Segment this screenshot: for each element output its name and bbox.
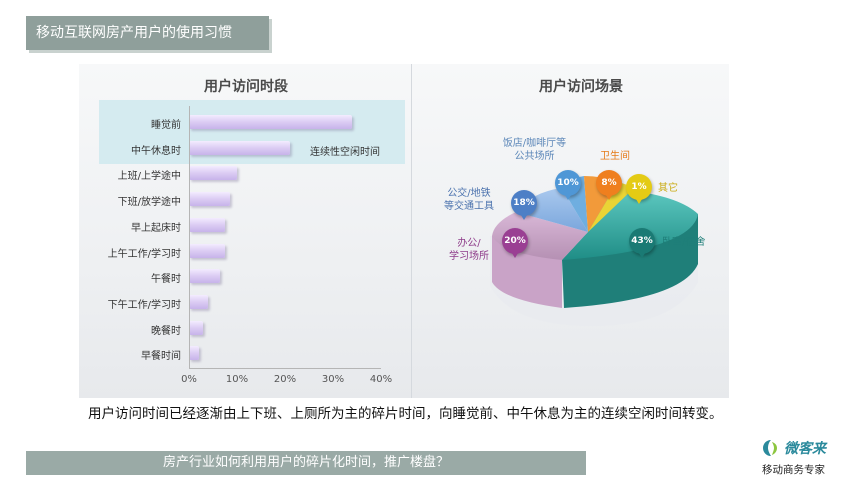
label-cafe-line2: 公共场所 <box>514 151 555 162</box>
bar <box>189 243 225 258</box>
label-bus: 公交/地铁 等交通工具 <box>433 187 505 213</box>
bar-category-label: 早餐时间 <box>141 351 181 363</box>
pin-bath: 8% <box>596 170 622 200</box>
bar-category-label: 上午工作/学习时 <box>107 248 181 260</box>
bar <box>189 217 225 232</box>
bar-category-label: 上班/上学途中 <box>117 171 181 183</box>
pie-slice-other <box>588 182 634 232</box>
description-text: 用户访问时间已经逐渐由上下班、上厕所为主的碎片时间，向睡觉前、中午休息为主的连续… <box>88 406 723 422</box>
bar-category-label: 晚餐时 <box>151 325 181 337</box>
bar <box>189 320 204 335</box>
panel-divider <box>411 64 412 398</box>
label-other: 其它 <box>658 183 678 194</box>
label-bath: 卫生间 <box>600 151 630 162</box>
x-tick-label: 0% <box>181 374 197 385</box>
logo-tagline: 移动商务专家 <box>762 464 825 476</box>
label-bus-line2: 等交通工具 <box>444 201 494 212</box>
label-office-line1: 办公/ <box>457 238 481 249</box>
highlight-annotation: 连续性空闲时间 <box>310 147 380 158</box>
y-axis-line <box>189 106 190 368</box>
label-bed: 卧室/宿舍 <box>662 237 706 248</box>
bar-category-label: 午餐时 <box>151 274 181 286</box>
x-tick-label: 30% <box>321 374 345 385</box>
page-title: 移动互联网房产用户的使用习惯 <box>26 16 269 50</box>
x-tick-label: 20% <box>273 374 297 385</box>
pie-chart <box>412 64 729 398</box>
bar <box>189 166 237 181</box>
label-bus-line1: 公交/地铁 <box>447 188 491 199</box>
logo-name: 微客来 <box>784 441 826 457</box>
pie-chart-title: 用户访问场景 <box>539 79 623 95</box>
pin-bus: 18% <box>511 190 537 220</box>
bar <box>189 269 221 284</box>
question-banner: 房产行业如何利用用户的碎片化时间，推广楼盘？ <box>26 451 586 475</box>
bar-category-label: 睡觉前 <box>151 120 181 131</box>
logo-icon <box>763 440 777 456</box>
x-tick-label: 40% <box>369 374 393 385</box>
bar <box>189 115 353 129</box>
bar <box>189 294 209 309</box>
label-cafe-line1: 饭店/咖啡厅等 <box>502 138 567 149</box>
bar-category-label: 早上起床时 <box>131 222 181 234</box>
label-cafe: 饭店/咖啡厅等 公共场所 <box>492 137 577 163</box>
label-office-line2: 学习场所 <box>449 251 489 262</box>
logo: 微客来 移动商务专家 <box>762 439 842 476</box>
x-tick-label: 10% <box>225 374 249 385</box>
bar-category-label: 下午工作/学习时 <box>107 299 181 311</box>
pin-cafe: 10% <box>555 170 581 200</box>
bar-category-label: 下班/放学途中 <box>117 197 181 209</box>
x-axis-line <box>189 368 381 369</box>
pin-other: 1% <box>626 174 652 204</box>
pin-bed: 43% <box>629 228 655 258</box>
bar-category-label: 中午休息时 <box>131 145 181 157</box>
bar-chart-title: 用户访问时段 <box>204 79 288 95</box>
label-office: 办公/ 学习场所 <box>440 237 498 263</box>
bar <box>189 192 230 207</box>
bar <box>189 346 199 361</box>
pin-office: 20% <box>502 228 528 258</box>
bar <box>189 140 290 155</box>
